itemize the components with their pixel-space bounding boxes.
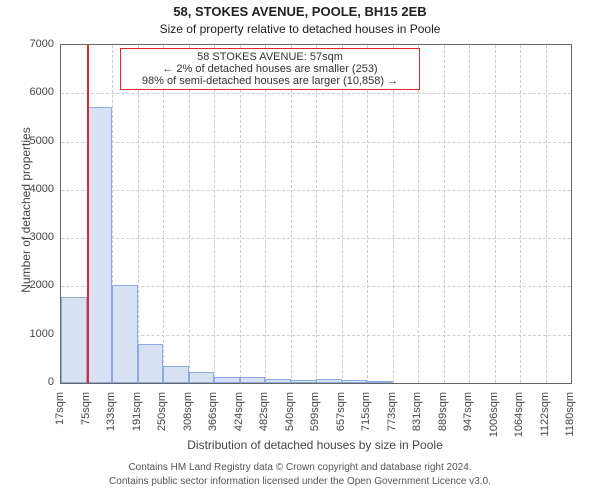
x-tick-label: 831sqm bbox=[411, 392, 423, 444]
annotation-box: 58 STOKES AVENUE: 57sqm← 2% of detached … bbox=[120, 48, 420, 90]
gridline-vertical bbox=[189, 45, 190, 383]
histogram-bar bbox=[138, 344, 164, 383]
gridline-vertical bbox=[444, 45, 445, 383]
y-tick-label: 5000 bbox=[20, 135, 54, 147]
annotation-line: 98% of semi-detached houses are larger (… bbox=[127, 75, 413, 87]
x-tick-label: 250sqm bbox=[156, 392, 168, 444]
histogram-bar bbox=[342, 380, 368, 383]
gridline-vertical bbox=[291, 45, 292, 383]
x-tick-label: 308sqm bbox=[182, 392, 194, 444]
x-tick-label: 482sqm bbox=[258, 392, 270, 444]
x-tick-label: 889sqm bbox=[437, 392, 449, 444]
annotation-line: 58 STOKES AVENUE: 57sqm bbox=[127, 51, 413, 63]
x-tick-label: 191sqm bbox=[131, 392, 143, 444]
histogram-bar bbox=[163, 366, 189, 383]
chart-title: 58, STOKES AVENUE, POOLE, BH15 2EB bbox=[0, 4, 600, 19]
y-tick-label: 3000 bbox=[20, 231, 54, 243]
histogram-bar bbox=[87, 107, 113, 383]
gridline-vertical bbox=[546, 45, 547, 383]
property-marker-line bbox=[87, 45, 89, 383]
x-tick-label: 424sqm bbox=[233, 392, 245, 444]
gridline-vertical bbox=[520, 45, 521, 383]
histogram-bar bbox=[265, 379, 291, 383]
chart-container: 58, STOKES AVENUE, POOLE, BH15 2EB Size … bbox=[0, 0, 600, 500]
gridline-vertical bbox=[240, 45, 241, 383]
x-tick-label: 540sqm bbox=[284, 392, 296, 444]
y-tick-label: 0 bbox=[20, 376, 54, 388]
x-tick-label: 1180sqm bbox=[564, 392, 576, 444]
gridline-vertical bbox=[265, 45, 266, 383]
annotation-line: ← 2% of detached houses are smaller (253… bbox=[127, 63, 413, 75]
footer-line-2: Contains public sector information licen… bbox=[0, 476, 600, 487]
y-tick-label: 1000 bbox=[20, 328, 54, 340]
y-tick-label: 7000 bbox=[20, 38, 54, 50]
histogram-bar bbox=[291, 380, 317, 383]
gridline-vertical bbox=[214, 45, 215, 383]
histogram-bar bbox=[240, 377, 266, 383]
plot-area bbox=[60, 44, 572, 384]
x-tick-label: 366sqm bbox=[207, 392, 219, 444]
histogram-bar bbox=[112, 285, 138, 383]
chart-subtitle: Size of property relative to detached ho… bbox=[0, 22, 600, 36]
gridline-vertical bbox=[163, 45, 164, 383]
histogram-bar bbox=[316, 379, 342, 383]
x-tick-label: 1006sqm bbox=[488, 392, 500, 444]
gridline-vertical bbox=[316, 45, 317, 383]
x-tick-label: 715sqm bbox=[360, 392, 372, 444]
gridline-vertical bbox=[393, 45, 394, 383]
x-tick-label: 599sqm bbox=[309, 392, 321, 444]
gridline-vertical bbox=[367, 45, 368, 383]
gridline-vertical bbox=[342, 45, 343, 383]
y-tick-label: 4000 bbox=[20, 183, 54, 195]
x-tick-label: 773sqm bbox=[386, 392, 398, 444]
x-tick-label: 947sqm bbox=[462, 392, 474, 444]
x-tick-label: 657sqm bbox=[335, 392, 347, 444]
y-tick-label: 2000 bbox=[20, 279, 54, 291]
x-tick-label: 133sqm bbox=[105, 392, 117, 444]
histogram-bar bbox=[214, 377, 240, 383]
x-tick-label: 17sqm bbox=[54, 392, 66, 444]
x-tick-label: 1064sqm bbox=[513, 392, 525, 444]
histogram-bar bbox=[189, 372, 215, 383]
footer-line-1: Contains HM Land Registry data © Crown c… bbox=[0, 462, 600, 473]
histogram-bar bbox=[61, 297, 87, 383]
x-tick-label: 75sqm bbox=[80, 392, 92, 444]
y-tick-label: 6000 bbox=[20, 86, 54, 98]
gridline-vertical bbox=[138, 45, 139, 383]
histogram-bar bbox=[367, 381, 393, 383]
gridline-vertical bbox=[495, 45, 496, 383]
gridline-vertical bbox=[469, 45, 470, 383]
gridline-vertical bbox=[418, 45, 419, 383]
x-tick-label: 1122sqm bbox=[539, 392, 551, 444]
